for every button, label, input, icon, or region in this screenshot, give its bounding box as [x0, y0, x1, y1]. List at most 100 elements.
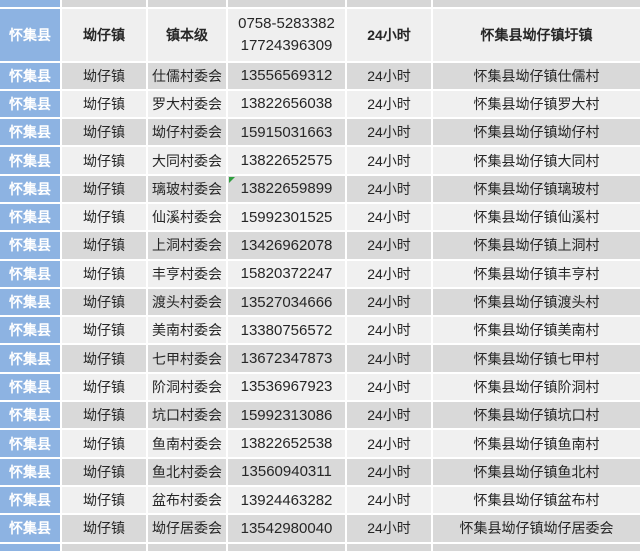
cell-hours[interactable]: 24小时	[347, 203, 433, 231]
cell-unit[interactable]	[148, 543, 228, 551]
cell-address[interactable]: 怀集县坳仔镇圩镇	[433, 9, 640, 61]
cell-unit[interactable]: 仙溪村委会	[148, 203, 228, 231]
cell-unit[interactable]: 坳仔村委会	[148, 119, 228, 146]
cell-county[interactable]: 怀集县	[0, 317, 62, 344]
cell-county[interactable]: 怀集县	[0, 260, 62, 287]
cell-hours[interactable]: 24小时	[347, 90, 433, 118]
cell-town[interactable]: 坳仔镇	[62, 119, 148, 146]
cell-county[interactable]: 怀集县	[0, 119, 62, 146]
cell-unit[interactable]: 丰亨村委会	[148, 260, 228, 287]
cell-hours[interactable]: 24小时	[347, 317, 433, 344]
cell-town[interactable]: 坳仔镇	[62, 345, 148, 372]
cell-address[interactable]: 怀集县坳仔镇仕儒村	[433, 62, 640, 89]
cell-county[interactable]: 怀集县	[0, 203, 62, 231]
cell-phone[interactable]: 13542980040	[228, 515, 347, 542]
cell-unit[interactable]: 鱼南村委会	[148, 430, 228, 457]
cell-phone[interactable]	[228, 0, 347, 7]
cell-town[interactable]: 坳仔镇	[62, 203, 148, 231]
cell-hours[interactable]: 24小时	[347, 430, 433, 457]
cell-hours[interactable]	[347, 543, 433, 551]
cell-hours[interactable]: 24小时	[347, 147, 433, 174]
cell-unit[interactable]: 渡头村委会	[148, 288, 228, 316]
cell-county[interactable]: 怀集县	[0, 90, 62, 118]
cell-county[interactable]: 怀集县	[0, 430, 62, 457]
cell-address[interactable]: 怀集县坳仔镇盆布村	[433, 486, 640, 514]
cell-unit[interactable]: 坑口村委会	[148, 402, 228, 429]
cell-phone[interactable]: 15992301525	[228, 203, 347, 231]
cell-phone[interactable]: 13822659899	[228, 175, 347, 202]
cell-unit[interactable]: 镇本级	[148, 9, 228, 61]
cell-unit[interactable]: 璃玻村委会	[148, 175, 228, 202]
cell-unit[interactable]: 坳仔居委会	[148, 515, 228, 542]
cell-town[interactable]	[62, 0, 148, 7]
cell-town[interactable]: 坳仔镇	[62, 175, 148, 202]
cell-address[interactable]: 怀集县坳仔镇七甲村	[433, 345, 640, 372]
cell-town[interactable]	[62, 543, 148, 551]
cell-county[interactable]: 怀集县	[0, 62, 62, 89]
cell-unit[interactable]: 阶洞村委会	[148, 373, 228, 401]
cell-phone[interactable]: 15915031663	[228, 119, 347, 146]
cell-county[interactable]: 怀集县	[0, 402, 62, 429]
cell-county[interactable]: 怀集县	[0, 147, 62, 174]
cell-town[interactable]: 坳仔镇	[62, 232, 148, 259]
cell-town[interactable]: 坳仔镇	[62, 515, 148, 542]
cell-unit[interactable]: 上洞村委会	[148, 232, 228, 259]
cell-town[interactable]: 坳仔镇	[62, 486, 148, 514]
cell-unit[interactable]: 大同村委会	[148, 147, 228, 174]
cell-phone[interactable]: 13822652575	[228, 147, 347, 174]
cell-address[interactable]: 怀集县坳仔镇阶洞村	[433, 373, 640, 401]
cell-address[interactable]: 怀集县坳仔镇罗大村	[433, 90, 640, 118]
cell-phone[interactable]: 13380756572	[228, 317, 347, 344]
cell-address[interactable]	[433, 543, 640, 551]
cell-town[interactable]: 坳仔镇	[62, 260, 148, 287]
cell-address[interactable]: 怀集县坳仔镇丰亨村	[433, 260, 640, 287]
cell-phone[interactable]: 13536967923	[228, 373, 347, 401]
cell-phone[interactable]: 13556569312	[228, 62, 347, 89]
cell-phone[interactable]: 15820372247	[228, 260, 347, 287]
cell-unit[interactable]: 盆布村委会	[148, 486, 228, 514]
cell-unit[interactable]: 美南村委会	[148, 317, 228, 344]
cell-unit[interactable]	[148, 0, 228, 7]
cell-phone[interactable]	[228, 543, 347, 551]
cell-town[interactable]: 坳仔镇	[62, 62, 148, 89]
cell-hours[interactable]: 24小时	[347, 486, 433, 514]
cell-address[interactable]: 怀集县坳仔镇鱼南村	[433, 430, 640, 457]
cell-county[interactable]	[0, 543, 62, 551]
cell-town[interactable]: 坳仔镇	[62, 9, 148, 61]
cell-town[interactable]: 坳仔镇	[62, 288, 148, 316]
cell-unit[interactable]: 七甲村委会	[148, 345, 228, 372]
cell-address[interactable]: 怀集县坳仔镇坳仔村	[433, 119, 640, 146]
cell-unit[interactable]: 仕儒村委会	[148, 62, 228, 89]
cell-county[interactable]: 怀集县	[0, 515, 62, 542]
cell-town[interactable]: 坳仔镇	[62, 458, 148, 485]
cell-address[interactable]: 怀集县坳仔镇大同村	[433, 147, 640, 174]
cell-address[interactable]	[433, 0, 640, 7]
cell-county[interactable]: 怀集县	[0, 486, 62, 514]
cell-phone[interactable]: 13426962078	[228, 232, 347, 259]
cell-hours[interactable]: 24小时	[347, 232, 433, 259]
cell-county[interactable]: 怀集县	[0, 288, 62, 316]
cell-address[interactable]: 怀集县坳仔镇坳仔居委会	[433, 515, 640, 542]
cell-county[interactable]: 怀集县	[0, 9, 62, 61]
cell-address[interactable]: 怀集县坳仔镇上洞村	[433, 232, 640, 259]
cell-hours[interactable]: 24小时	[347, 458, 433, 485]
cell-phone[interactable]: 13822652538	[228, 430, 347, 457]
cell-address[interactable]: 怀集县坳仔镇璃玻村	[433, 175, 640, 202]
cell-address[interactable]: 怀集县坳仔镇坑口村	[433, 402, 640, 429]
cell-hours[interactable]: 24小时	[347, 373, 433, 401]
cell-town[interactable]: 坳仔镇	[62, 373, 148, 401]
cell-hours[interactable]: 24小时	[347, 62, 433, 89]
cell-phone[interactable]: 13527034666	[228, 288, 347, 316]
cell-hours[interactable]: 24小时	[347, 515, 433, 542]
cell-phone[interactable]: 13560940311	[228, 458, 347, 485]
cell-address[interactable]: 怀集县坳仔镇美南村	[433, 317, 640, 344]
cell-hours[interactable]: 24小时	[347, 175, 433, 202]
cell-town[interactable]: 坳仔镇	[62, 147, 148, 174]
cell-address[interactable]: 怀集县坳仔镇渡头村	[433, 288, 640, 316]
cell-county[interactable]: 怀集县	[0, 345, 62, 372]
cell-hours[interactable]	[347, 0, 433, 7]
cell-address[interactable]: 怀集县坳仔镇鱼北村	[433, 458, 640, 485]
cell-phone[interactable]: 0758-5283382 17724396309	[228, 9, 347, 61]
cell-county[interactable]: 怀集县	[0, 458, 62, 485]
cell-county[interactable]	[0, 0, 62, 7]
